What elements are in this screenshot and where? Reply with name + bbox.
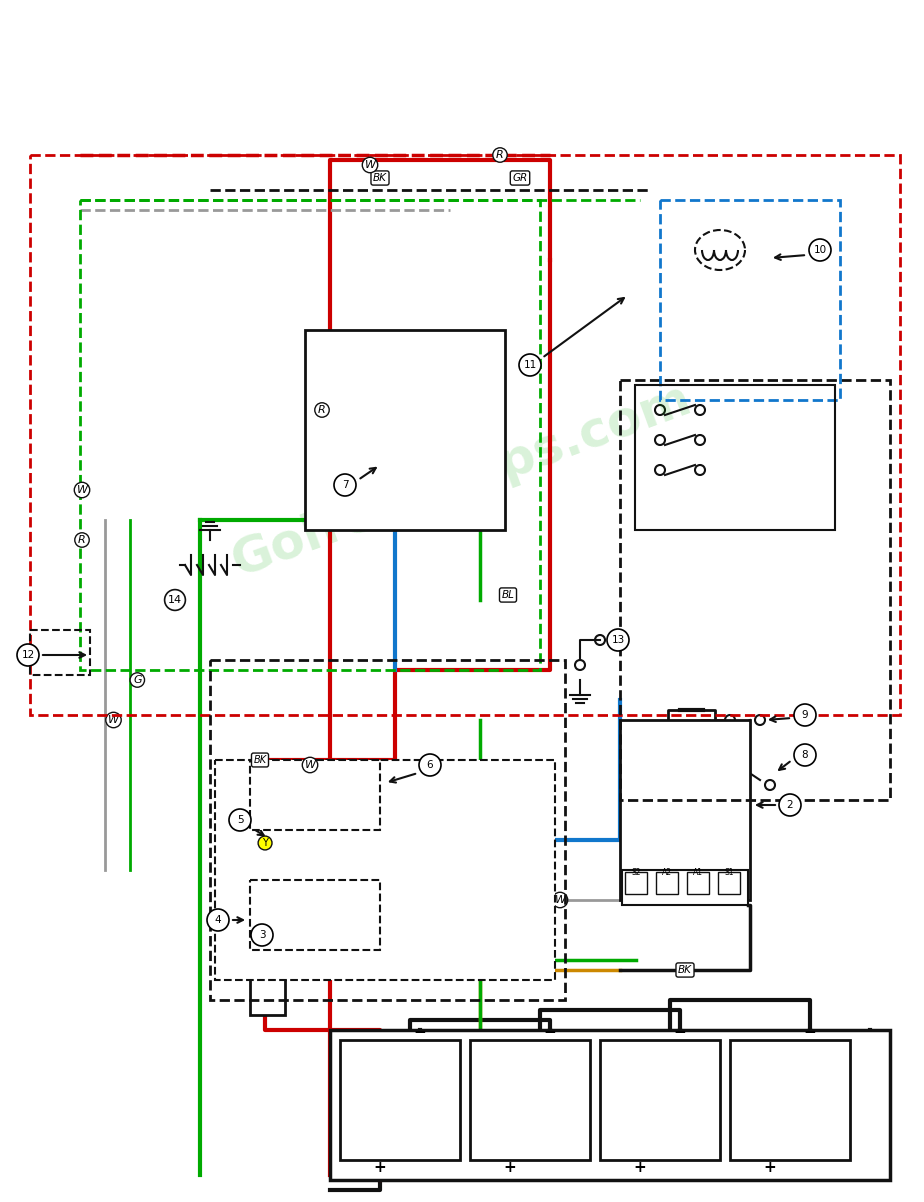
Circle shape [335, 375, 345, 385]
Bar [687, 871, 709, 894]
Bar [625, 871, 647, 894]
Circle shape [695, 405, 705, 415]
Bar [250, 970, 285, 1014]
Circle shape [17, 644, 39, 666]
Circle shape [415, 335, 425, 345]
Text: Y: Y [262, 838, 268, 847]
Text: R: R [79, 535, 86, 545]
Circle shape [794, 744, 816, 766]
Circle shape [207, 909, 229, 932]
Text: G: G [483, 775, 492, 785]
Text: GolfCartTips.com: GolfCartTips.com [225, 374, 699, 585]
Text: 7: 7 [342, 480, 348, 490]
Text: R: R [318, 405, 326, 415]
Circle shape [277, 776, 313, 813]
Circle shape [419, 754, 441, 776]
Circle shape [595, 635, 605, 645]
Bar [730, 1040, 850, 1160]
Text: S1: S1 [724, 868, 734, 877]
Text: BK: BK [373, 173, 387, 183]
Text: −: − [543, 1025, 556, 1040]
Bar [656, 871, 678, 894]
Bar [620, 720, 750, 900]
Text: BL: BL [502, 590, 515, 600]
Text: 14: 14 [168, 595, 182, 605]
Circle shape [655, 405, 665, 415]
Bar [30, 630, 90, 676]
Text: G: G [133, 676, 141, 685]
Text: +: + [373, 1160, 386, 1176]
Bar [250, 760, 380, 831]
Circle shape [695, 465, 705, 475]
Text: W: W [305, 760, 315, 770]
Bar [30, 155, 900, 715]
Text: −: − [414, 1025, 426, 1040]
Text: +: + [504, 1160, 517, 1176]
Circle shape [317, 902, 353, 938]
Text: A1: A1 [693, 868, 703, 877]
Text: BK: BK [678, 965, 692, 975]
Text: +: + [634, 1160, 647, 1176]
Text: W: W [364, 160, 375, 169]
Text: 13: 13 [612, 635, 625, 645]
Circle shape [765, 780, 775, 790]
Circle shape [655, 465, 665, 475]
Text: 9: 9 [802, 710, 808, 720]
Circle shape [251, 924, 273, 946]
Bar [80, 200, 540, 670]
Circle shape [317, 776, 353, 813]
Text: R: R [496, 150, 504, 160]
Bar [622, 870, 748, 905]
Text: S2: S2 [631, 868, 640, 877]
Circle shape [755, 715, 765, 725]
Text: −: − [804, 1025, 817, 1040]
Circle shape [725, 750, 735, 760]
Bar [600, 1040, 720, 1160]
Bar [635, 385, 835, 530]
Circle shape [607, 629, 629, 651]
Text: GR: GR [513, 173, 528, 183]
Text: W: W [77, 484, 88, 495]
Text: +: + [763, 1160, 776, 1176]
Text: 8: 8 [802, 750, 808, 760]
Text: BK: BK [253, 755, 266, 764]
Circle shape [725, 715, 735, 725]
Circle shape [779, 795, 801, 816]
Text: 12: 12 [21, 650, 34, 660]
Text: −: − [674, 1025, 687, 1040]
Bar [250, 880, 380, 950]
Bar [305, 331, 505, 530]
Bar [210, 660, 565, 1000]
Circle shape [809, 239, 831, 261]
Text: O: O [516, 965, 525, 975]
Circle shape [335, 426, 345, 435]
Circle shape [277, 902, 313, 938]
Circle shape [334, 474, 356, 496]
Bar [340, 1040, 460, 1160]
Bar [660, 200, 840, 400]
Circle shape [575, 660, 585, 670]
Text: 10: 10 [813, 245, 827, 255]
Bar [470, 1040, 590, 1160]
Circle shape [519, 355, 541, 376]
Text: 6: 6 [427, 760, 433, 770]
Text: 4: 4 [214, 915, 222, 926]
Bar [620, 380, 890, 801]
Text: 2: 2 [786, 801, 794, 810]
Text: A2: A2 [662, 868, 672, 877]
Text: 3: 3 [259, 930, 265, 940]
Circle shape [655, 435, 665, 445]
Text: 5: 5 [237, 815, 243, 825]
Bar [215, 760, 555, 980]
Text: 11: 11 [523, 361, 537, 370]
Circle shape [794, 704, 816, 726]
Circle shape [695, 435, 705, 445]
Bar [330, 1030, 890, 1180]
Text: W: W [554, 895, 565, 905]
Circle shape [435, 426, 445, 435]
Text: W: W [108, 715, 119, 725]
Bar [718, 871, 740, 894]
Circle shape [268, 828, 292, 852]
Circle shape [229, 809, 251, 831]
